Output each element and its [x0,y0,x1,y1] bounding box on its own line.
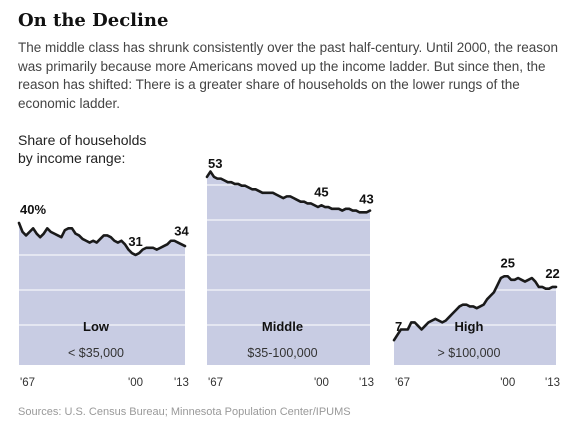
low-range-label: < $35,000 [68,346,124,360]
low-value-label: 31 [128,234,142,249]
high-area [394,276,556,365]
high-value-label: 22 [545,266,559,281]
y-axis-label-line-1: Share of households [18,132,147,148]
high-series-label: High [455,319,484,334]
low-value-label: 34 [174,223,189,238]
middle-line [205,170,372,214]
middle-x-tick-label: '13 [359,377,374,389]
high-value-label: 25 [501,255,515,270]
low-line [17,221,187,257]
low-value-label: 40% [20,202,46,217]
y-axis-label-line-2: by income range: [18,150,126,166]
low-panel: 40% 31 34 Low < $35,000 '67 '00 '13 [17,148,189,389]
middle-area [207,171,370,365]
middle-value-label: 43 [359,191,373,206]
high-x-tick-label: '13 [545,377,560,389]
chart-title: On the Decline [18,10,169,31]
source-note: Sources: U.S. Census Bureau; Minnesota P… [18,406,351,418]
high-line [392,274,558,342]
low-x-tick-label: '00 [128,377,143,389]
middle-x-tick-label: '00 [314,377,329,389]
low-series-label: Low [83,319,110,334]
low-area [19,223,185,365]
low-x-tick-label: '67 [20,377,35,389]
high-x-tick-label: '00 [500,377,515,389]
low-x-tick-label: '13 [174,377,189,389]
middle-series-label: Middle [262,319,303,334]
y-axis-label: Share of households by income range: [18,131,146,167]
high-panel: 7 25 22 High > $100,000 '67 '00 '13 [392,148,560,389]
middle-x-tick-label: '67 [208,377,223,389]
high-value-label: 7 [395,319,402,334]
middle-range-label: $35-100,000 [247,346,317,360]
middle-value-label: 45 [314,184,328,199]
high-range-label: > $100,000 [438,346,501,360]
chart-subtitle: The middle class has shrunk consistently… [18,40,559,111]
high-x-tick-label: '67 [395,377,410,389]
middle-value-label: 53 [208,156,222,171]
middle-panel: 53 45 43 Middle $35-100,000 '67 '00 '13 [205,148,374,389]
